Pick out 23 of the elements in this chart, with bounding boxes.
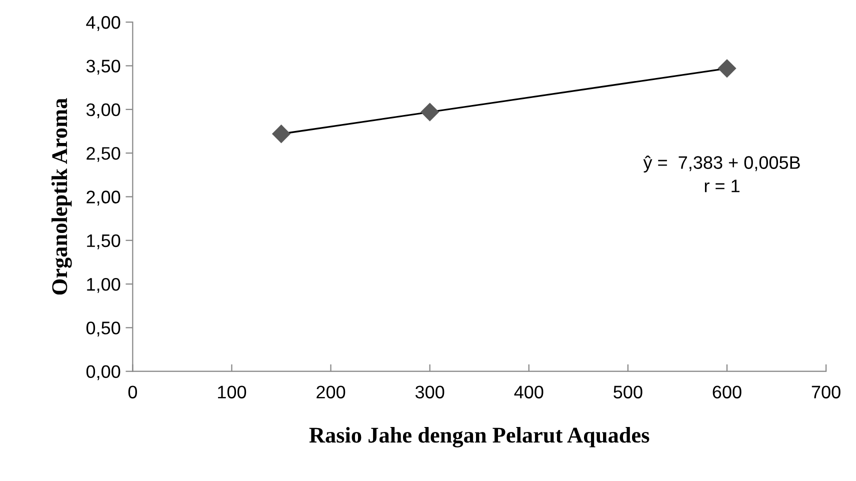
x-tick-label: 700: [812, 386, 840, 398]
point: [272, 124, 291, 144]
x-tick-label: 100: [218, 386, 246, 398]
x-tick-label: 600: [712, 386, 742, 398]
x-tick-label: 0: [128, 386, 137, 398]
y-tick-label: 3,00: [86, 103, 120, 118]
y-tick-label: 2,00: [86, 190, 120, 206]
x-tick-label: 300: [415, 386, 444, 398]
x-tick-label: 200: [316, 386, 346, 398]
y-tick-label: 1,50: [87, 234, 120, 250]
annotation: ŷ = 7,383 + 0,005B r = 1: [643, 156, 800, 192]
y-tick-label: 3,50: [86, 60, 120, 75]
y-tick-label: 0,00: [86, 365, 120, 380]
point: [420, 102, 440, 122]
y-axis-title: Organoleptik Aroma: [52, 98, 72, 295]
x-tick-label: 500: [614, 386, 642, 398]
x-tick-label: 400: [514, 386, 544, 398]
y-tick-label: 4,00: [86, 16, 120, 31]
y-tick-label: 0,50: [86, 322, 120, 337]
y-tick-label: 2,50: [86, 147, 120, 162]
point: [718, 59, 736, 78]
y-tick-label: 1,00: [87, 278, 120, 293]
x-axis-title: Rasio Jahe dengan Pelarut Aquades: [309, 427, 650, 448]
